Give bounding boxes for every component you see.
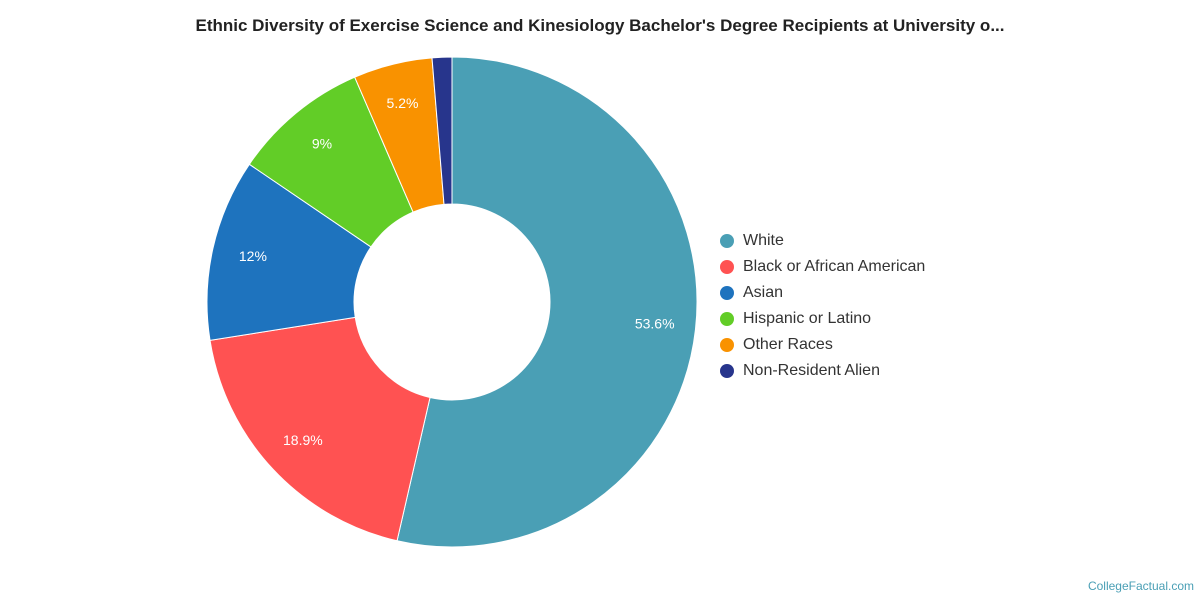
legend: White Black or African American Asian Hispa…: [720, 228, 925, 384]
legend-label: Hispanic or Latino: [743, 310, 872, 327]
donut-slice-labels: 53.6% 18.9% 12% 9% 5.2%: [239, 95, 675, 448]
legend-dot-icon: [720, 338, 734, 352]
legend-item-black-or-african-american[interactable]: Black or African American: [720, 254, 925, 280]
legend-item-hispanic-or-latino[interactable]: Hispanic or Latino: [720, 306, 925, 332]
credit-link[interactable]: CollegeFactual.com: [1087, 579, 1194, 593]
slice-label-white: 53.6%: [635, 316, 675, 332]
slice-black-or-african-american[interactable]: [209, 316, 431, 542]
legend-dot-icon: [720, 312, 734, 326]
slice-label-asian: 12%: [239, 248, 267, 264]
slice-asian[interactable]: [206, 163, 372, 341]
slice-non-resident-alien[interactable]: [431, 56, 453, 205]
slice-white[interactable]: [396, 56, 698, 548]
legend-label: Black or African American: [743, 258, 926, 275]
slice-label-black-or-african-american: 18.9%: [283, 432, 323, 448]
legend-label: White: [743, 232, 784, 249]
legend-dot-icon: [720, 260, 734, 274]
legend-item-non-resident-alien[interactable]: Non-Resident Alien: [720, 358, 925, 384]
legend-item-asian[interactable]: Asian: [720, 280, 925, 306]
legend-label: Non-Resident Alien: [743, 362, 880, 379]
legend-dot-icon: [720, 286, 734, 300]
legend-item-white[interactable]: White: [720, 228, 925, 254]
slice-label-other-races: 5.2%: [387, 95, 419, 111]
legend-item-other-races[interactable]: Other Races: [720, 332, 925, 358]
slice-label-hispanic-or-latino: 9%: [312, 136, 332, 152]
chart-title: Ethnic Diversity of Exercise Science and…: [195, 16, 1005, 35]
donut-slices: [206, 56, 698, 548]
legend-label: Asian: [743, 284, 784, 301]
legend-dot-icon: [720, 364, 734, 378]
legend-label: Other Races: [743, 336, 833, 353]
legend-dot-icon: [720, 234, 734, 248]
